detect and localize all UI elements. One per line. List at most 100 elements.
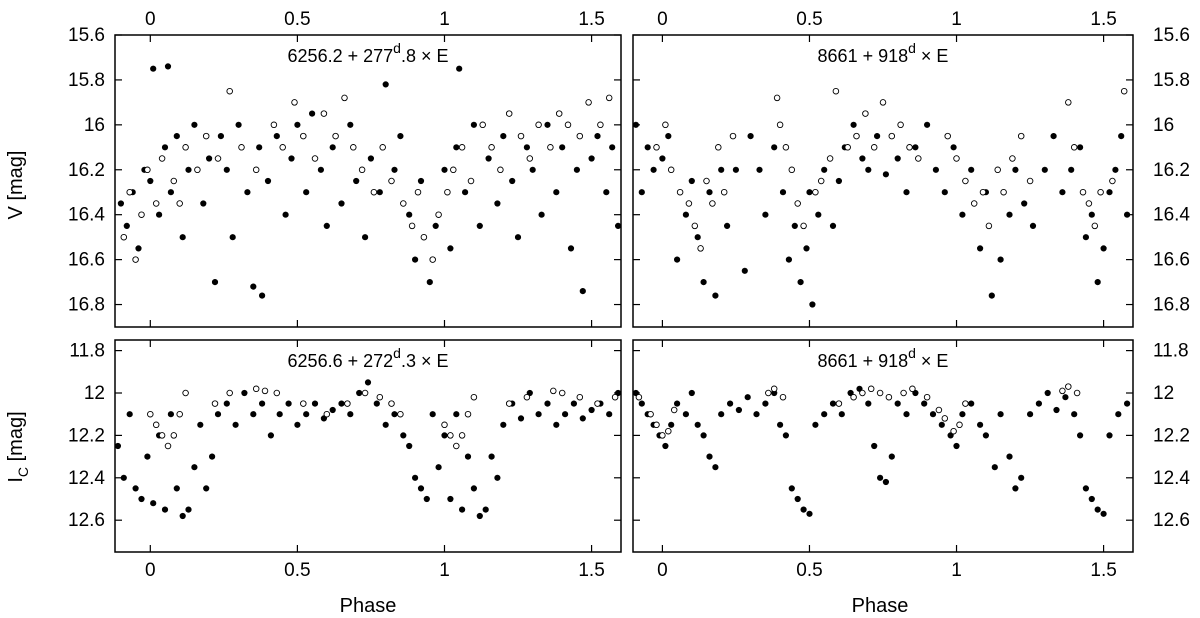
data-point-filled [256,144,263,151]
panel-bottom-left: 0 0.5 1 1.5 11.8 12 12.2 12.4 12.6 6256.6 + 272d.… [68,339,622,581]
data-point-filled [417,485,425,492]
data-point-filled [356,389,363,397]
data-point-open [1097,188,1104,196]
data-point-filled [391,411,398,418]
data-point-open [176,200,183,207]
data-point-open [994,166,1001,174]
y-tick-label: 12.2 [68,425,105,446]
data-point-open [152,200,160,207]
ephemeris-suffix: × E [916,351,949,371]
data-point-filled [259,292,266,299]
data-point-filled [747,133,754,140]
data-point-filled [682,211,690,218]
data-point-filled [211,279,219,286]
data-point-filled [1115,411,1122,418]
data-point-open [950,427,957,435]
data-point-filled [200,200,207,207]
data-point-filled [1106,189,1113,196]
data-point-open [126,188,133,196]
data-point-filled [1050,133,1057,140]
data-point-filled [173,133,180,140]
x-tick-label: 1 [951,560,962,581]
data-point-filled [535,411,542,418]
data-point-filled [1006,211,1013,218]
data-point-open [1091,222,1099,230]
y-tick-label: 16.4 [68,205,105,226]
data-point-filled [376,189,383,196]
data-point-open [397,410,404,418]
data-point-filled [138,495,145,503]
data-point-filled [191,464,198,471]
data-point-open [897,121,904,129]
x-tick-label: 0.5 [284,9,310,30]
y-tick-label: 11.8 [69,341,105,362]
data-point-filled [888,453,895,460]
data-point-open [464,410,472,418]
data-point-filled [912,144,919,151]
data-point-open [300,132,307,140]
plot-frame [114,34,622,328]
ephemeris-prefix: 6256.2 + 277 [288,46,394,66]
y-tick-label: 15.6 [1153,25,1190,46]
data-point-filled [482,506,489,513]
data-point-filled [959,211,966,218]
data-point-filled [1082,234,1089,241]
data-point-open [252,385,260,393]
data-point-filled [668,421,675,428]
data-point-filled [941,189,948,196]
data-point-filled [285,400,292,407]
data-point-filled [609,144,616,151]
data-point-open [985,222,993,230]
data-point-open [697,245,704,252]
data-point-open [653,421,660,429]
data-point-filled [244,189,251,196]
data-point-filled [347,411,354,418]
data-point-filled [117,200,124,207]
data-point-open [770,385,778,393]
data-point-open [844,144,851,151]
data-point-open [788,166,796,174]
data-point-open [458,144,466,151]
ephemeris-suffix: .8 × E [401,46,449,66]
data-point-open [653,144,660,151]
data-point-filled [594,133,601,140]
data-point-filled [614,222,622,229]
data-point-open [915,155,922,162]
data-point-open [470,393,478,401]
data-point-filled [894,155,901,162]
data-point-open [970,200,978,207]
ephemeris-annotation: 6256.2 + 277d.8 × E [288,40,449,66]
data-point-open [170,177,178,185]
data-point-open [876,389,884,397]
data-point-open [667,166,675,174]
data-point-filled [294,421,301,428]
data-point-open [879,99,887,106]
data-point-filled [459,506,466,513]
data-point-filled [373,400,380,407]
data-point-open [555,110,563,117]
data-point-open [800,222,807,230]
data-point-open [447,432,454,439]
data-point-filled [794,495,801,503]
data-point-filled [662,442,669,450]
data-point-filled [567,245,575,252]
data-point-filled [553,421,560,428]
data-point-filled [809,301,816,308]
data-point-filled [1094,506,1101,513]
data-point-open [182,144,189,151]
data-point-open [953,155,960,162]
data-point-open [526,155,534,162]
data-point-filled [311,400,319,407]
data-point-open [158,432,166,439]
data-point-filled [223,400,230,407]
data-point-open [176,410,183,418]
data-point-filled [161,144,169,151]
x-tick-label: 0 [657,9,668,30]
data-point-filled [303,189,310,196]
data-point-filled [791,222,798,229]
data-point-filled [123,222,130,229]
data-point-filled [838,411,845,418]
data-point-filled [803,245,810,252]
data-point-filled [1053,406,1060,414]
